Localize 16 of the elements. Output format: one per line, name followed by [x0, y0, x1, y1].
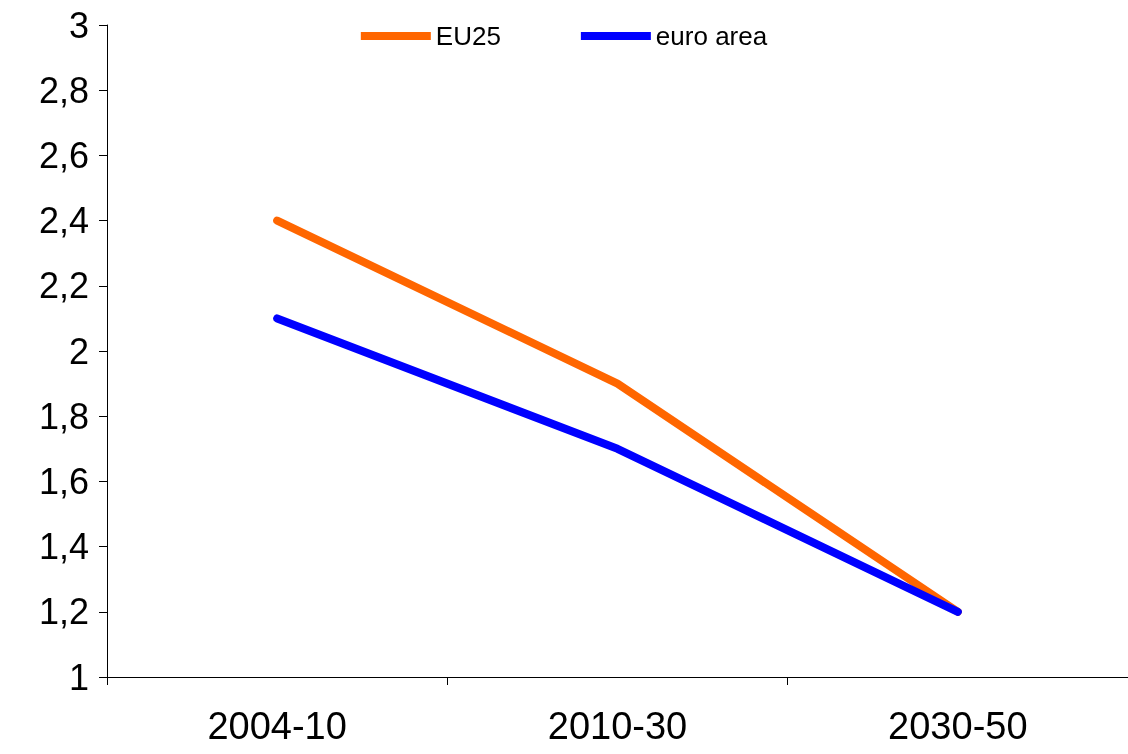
x-tick-label: 2010-30: [547, 705, 688, 747]
y-tick-label: 1: [68, 656, 89, 698]
y-tick-label: 2,8: [38, 69, 89, 111]
y-tick-label: 2,6: [38, 134, 89, 176]
y-tick-label: 1,8: [38, 395, 89, 437]
x-tick-label: 2004-10: [207, 705, 347, 747]
legend-label: EU25: [435, 21, 501, 51]
y-tick-label: 2: [68, 330, 89, 372]
y-tick-label: 2,4: [38, 200, 89, 242]
y-tick-label: 1,2: [38, 591, 89, 633]
y-tick-label: 1,4: [38, 526, 89, 568]
y-tick-label: 1,6: [38, 460, 89, 502]
x-tick-label: 2030-50: [888, 705, 1028, 747]
y-tick-label: 2,2: [38, 265, 89, 307]
legend-label: euro area: [655, 21, 768, 51]
y-tick-label: 3: [68, 4, 89, 46]
